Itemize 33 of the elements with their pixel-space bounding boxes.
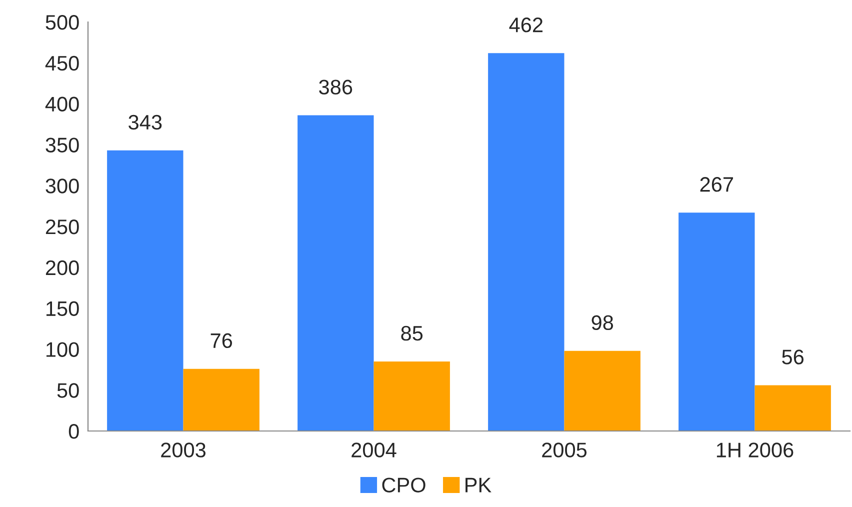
data-label: 56 [782, 350, 804, 364]
y-tick-label: 0 [68, 424, 79, 439]
data-label: 76 [210, 333, 232, 348]
bar [107, 150, 184, 431]
bar [564, 350, 640, 431]
x-tick-label: 2004 [352, 442, 396, 458]
y-tick-label: 450 [45, 56, 79, 71]
bar [298, 115, 374, 431]
data-label: 98 [592, 315, 614, 330]
bar [678, 212, 755, 431]
y-tick-label: 50 [57, 383, 79, 398]
x-tick-label: 2005 [542, 442, 587, 458]
data-label: 343 [128, 114, 162, 130]
y-tick-label: 500 [46, 15, 79, 30]
y-tick-label: 300 [46, 178, 79, 194]
data-label: 267 [700, 177, 733, 192]
y-tick-label: 150 [46, 301, 79, 316]
x-tick-label: 1H 2006 [716, 442, 794, 458]
y-tick-label: 400 [45, 96, 79, 112]
x-tick-label: 2003 [161, 442, 206, 458]
y-tick-label: 100 [46, 342, 79, 357]
data-label: 462 [509, 18, 542, 32]
legend-label: PK [466, 478, 492, 492]
bar [374, 361, 450, 431]
y-tick-label: 200 [46, 260, 79, 276]
bar [183, 368, 260, 431]
bar [488, 53, 564, 431]
bar [754, 385, 831, 431]
legend-label: CPO [382, 478, 426, 492]
data-label: 386 [319, 80, 352, 94]
data-label: 85 [401, 326, 423, 341]
y-tick-label: 250 [46, 220, 79, 234]
y-tick-label: 350 [46, 138, 79, 152]
